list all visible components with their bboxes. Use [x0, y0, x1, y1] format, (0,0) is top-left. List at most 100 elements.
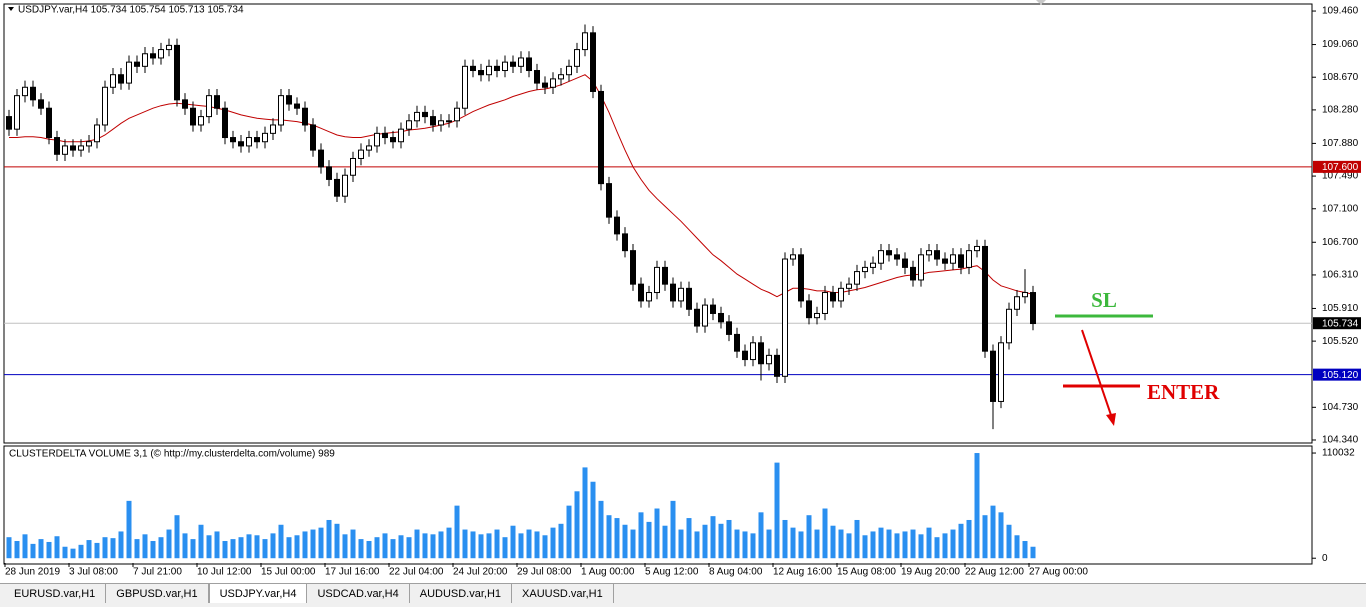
candle-body: [646, 292, 652, 302]
volume-bar: [102, 537, 108, 559]
candle-body: [118, 74, 124, 84]
candle-body: [390, 137, 396, 143]
candle-body: [70, 145, 76, 151]
candle-body: [278, 95, 284, 126]
volume-bar: [158, 537, 164, 559]
candle-body: [518, 57, 524, 67]
candle-body: [406, 120, 412, 130]
volume-bar: [390, 539, 396, 559]
volume-bar: [646, 521, 652, 559]
tab[interactable]: GBPUSD.var,H1: [106, 584, 209, 603]
volume-bar: [894, 533, 900, 559]
candle-body: [750, 342, 756, 361]
y-tick-label: 108.670: [1322, 72, 1359, 83]
volume-bar: [582, 467, 588, 559]
candle-body: [358, 149, 364, 159]
candle-body: [366, 145, 372, 151]
x-tick-label: 8 Aug 04:00: [709, 567, 763, 578]
volume-bar: [918, 534, 924, 559]
price-panel: [3, 3, 1313, 444]
volume-bar: [974, 453, 980, 559]
y-tick-label: 0: [1322, 553, 1328, 564]
candle-body: [622, 233, 628, 252]
volume-bar: [54, 536, 60, 559]
candle-body: [702, 304, 708, 327]
y-tick-label: 107.100: [1322, 203, 1359, 214]
candle-body: [670, 283, 676, 302]
volume-bar: [926, 527, 932, 559]
moving-average: [9, 74, 1034, 298]
candle-body: [342, 174, 348, 197]
volume-bar: [398, 535, 404, 559]
volume-bar: [638, 512, 644, 559]
candle-body: [86, 141, 92, 147]
level-label-box: [1313, 368, 1361, 381]
level-label: 105.734: [1322, 318, 1359, 329]
volume-bar: [270, 533, 276, 559]
candle-body: [550, 78, 556, 88]
x-tick-label: 22 Aug 12:00: [965, 567, 1024, 578]
candle-body: [134, 61, 140, 67]
annotation-arrowhead: [1106, 413, 1116, 426]
candle-body: [566, 65, 572, 76]
tab[interactable]: USDCAD.var,H4: [307, 584, 410, 603]
candle-body: [350, 157, 356, 176]
candle-body: [846, 283, 852, 289]
x-tick-label: 28 Jun 2019: [5, 567, 60, 578]
candle-body: [734, 333, 740, 352]
volume-bar: [318, 527, 324, 559]
annotation-label: ENTER: [1147, 380, 1220, 404]
x-tick-label: 1 Aug 00:00: [581, 567, 635, 578]
volume-bar: [750, 533, 756, 559]
x-tick-label: 7 Jul 21:00: [133, 567, 182, 578]
menu-arrow: [8, 7, 14, 11]
volume-bar: [510, 525, 516, 559]
volume-bar: [574, 491, 580, 559]
candle-body: [654, 266, 660, 294]
volume-bar: [566, 505, 572, 559]
volume-bar: [422, 533, 428, 559]
y-tick-label: 110032: [1322, 448, 1355, 459]
candle-body: [582, 32, 588, 51]
candle-body: [310, 124, 316, 151]
volume-bar: [238, 537, 244, 559]
volume-bar: [854, 519, 860, 559]
volume-bar: [686, 518, 692, 559]
candle-body: [966, 250, 972, 268]
volume-bar: [22, 534, 28, 559]
tab[interactable]: USDJPY.var,H4: [208, 584, 308, 603]
volume-bar: [830, 525, 836, 559]
candle-body: [638, 283, 644, 302]
candle-body: [718, 312, 724, 323]
volume-bar: [1030, 546, 1036, 559]
tab[interactable]: AUDUSD.var,H1: [410, 584, 513, 603]
candle-body: [422, 111, 428, 118]
candle-body: [54, 137, 60, 155]
candle-body: [334, 178, 340, 197]
candle-body: [270, 124, 276, 134]
candle-body: [166, 44, 172, 51]
volume-bar: [278, 524, 284, 559]
tab[interactable]: XAUUSD.var,H1: [512, 584, 614, 603]
volume-bar: [662, 525, 668, 559]
candle-body: [1030, 292, 1036, 325]
candle-body: [558, 74, 564, 80]
candle-body: [62, 145, 68, 155]
volume-bar: [734, 529, 740, 559]
volume-bar: [598, 500, 604, 559]
volume-bar: [590, 481, 596, 559]
candle-body: [726, 321, 732, 335]
candle-body: [102, 86, 108, 126]
volume-bar: [262, 539, 268, 559]
candle-body: [182, 99, 188, 109]
x-tick-label: 15 Aug 08:00: [837, 567, 896, 578]
candle-body: [814, 312, 820, 319]
tab[interactable]: EURUSD.var,H1: [4, 584, 107, 603]
volume-bar: [958, 523, 964, 559]
candle-body: [470, 65, 476, 72]
volume-bar: [142, 534, 148, 559]
volume-bar: [350, 529, 356, 559]
volume-bar: [78, 544, 84, 559]
volume-bar: [806, 515, 812, 559]
